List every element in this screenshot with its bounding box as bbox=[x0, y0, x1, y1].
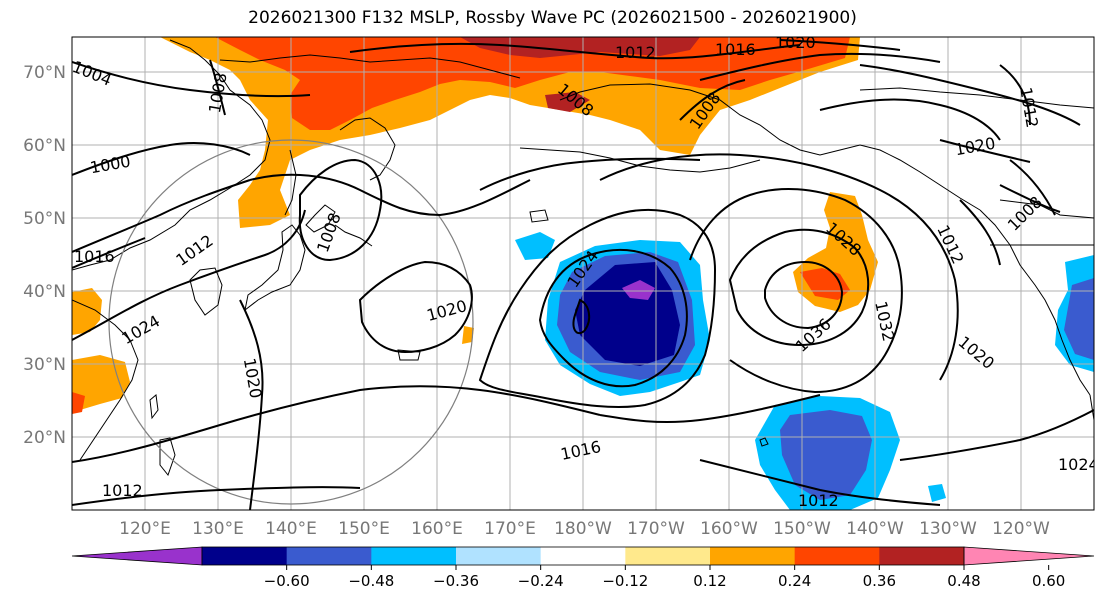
colorbar-tick-label: 0.24 bbox=[778, 572, 811, 590]
lon-label: 120°W bbox=[992, 519, 1050, 539]
colorbar-tick-label: 0.12 bbox=[693, 572, 726, 590]
colorbar-segment bbox=[371, 547, 457, 565]
colorbar-segment bbox=[540, 547, 626, 565]
lon-label: 130°E bbox=[192, 519, 244, 539]
gridlines bbox=[72, 37, 1094, 510]
colorbar bbox=[71, 546, 1095, 566]
colorbar-ticks: −0.60 −0.48 −0.36 −0.24 −0.12 0.12 0.24 0.36 0.4… bbox=[264, 565, 1065, 590]
lat-label: 60°N bbox=[23, 136, 66, 156]
colorbar-extend-high bbox=[963, 546, 1095, 566]
lat-label: 70°N bbox=[23, 63, 66, 83]
lat-label: 50°N bbox=[23, 209, 66, 229]
mslp-contours bbox=[72, 39, 1094, 510]
colorbar-segment bbox=[456, 547, 542, 565]
lon-label: 170°W bbox=[627, 519, 685, 539]
colorbar-tick-label: −0.24 bbox=[518, 572, 564, 590]
coastlines bbox=[72, 39, 1094, 477]
colorbar-segment bbox=[202, 547, 288, 565]
negative-anomaly-shading bbox=[515, 232, 1094, 510]
colorbar-segment bbox=[879, 547, 965, 565]
lon-label: 150°W bbox=[773, 519, 831, 539]
colorbar-tick-label: 0.60 bbox=[1032, 572, 1065, 590]
contour-label: 1012 bbox=[798, 491, 839, 510]
lon-label: 140°W bbox=[846, 519, 904, 539]
projection-circle bbox=[108, 139, 474, 505]
contour-label: 1016 bbox=[715, 40, 756, 59]
lat-label: 30°N bbox=[23, 355, 66, 375]
chart-title: 2026021300 F132 MSLP, Rossby Wave PC (20… bbox=[248, 8, 857, 28]
longitude-labels: 120°E 130°E 140°E 150°E 160°E 170°E 180°… bbox=[119, 519, 1050, 539]
lon-label: 160°W bbox=[700, 519, 758, 539]
contour-label: 1024 bbox=[1058, 455, 1099, 474]
lon-label: 130°W bbox=[919, 519, 977, 539]
lon-label: 160°E bbox=[411, 519, 463, 539]
colorbar-tick-label: −0.36 bbox=[433, 572, 479, 590]
colorbar-segment bbox=[710, 547, 796, 565]
lon-label: 120°E bbox=[119, 519, 171, 539]
colorbar-extend-low bbox=[71, 546, 203, 566]
latitude-labels: 70°N 60°N 50°N 40°N 30°N 20°N bbox=[23, 63, 66, 448]
contour-label: 1012 bbox=[615, 43, 656, 62]
positive-anomaly-shading bbox=[72, 37, 878, 414]
colorbar-segment bbox=[625, 547, 711, 565]
map-plot-area: 1004 1008 1000 1016 1012 1008 1024 1020 … bbox=[72, 33, 1099, 510]
colorbar-outline bbox=[201, 546, 965, 566]
lon-label: 140°E bbox=[265, 519, 317, 539]
colorbar-segment bbox=[794, 547, 880, 565]
colorbar-tick-label: 0.36 bbox=[863, 572, 896, 590]
colorbar-segment bbox=[286, 547, 372, 565]
lon-label: 180°W bbox=[554, 519, 612, 539]
contour-label: 1020 bbox=[775, 33, 816, 52]
contour-label: 1012 bbox=[102, 481, 143, 500]
colorbar-tick-label: −0.12 bbox=[602, 572, 648, 590]
lat-label: 40°N bbox=[23, 282, 66, 302]
lon-label: 170°E bbox=[484, 519, 536, 539]
lon-label: 150°E bbox=[338, 519, 390, 539]
colorbar-tick-label: −0.48 bbox=[348, 572, 394, 590]
colorbar-tick-label: −0.60 bbox=[264, 572, 310, 590]
contour-label: 1016 bbox=[74, 247, 115, 266]
lat-label: 20°N bbox=[23, 428, 66, 448]
map-frame bbox=[71, 36, 1095, 511]
colorbar-tick-label: 0.48 bbox=[947, 572, 980, 590]
